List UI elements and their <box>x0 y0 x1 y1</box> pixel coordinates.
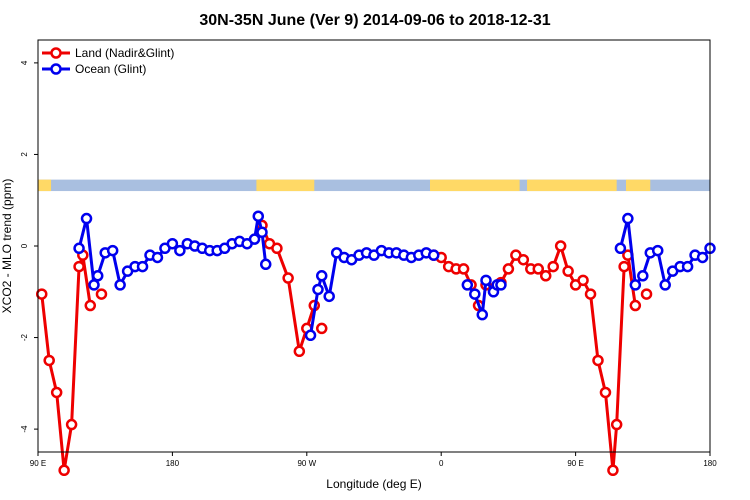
data-point-land <box>629 299 642 312</box>
y-axis-label: XCO2 - MLO trend (ppm) <box>0 179 14 314</box>
data-point-land <box>293 345 306 358</box>
data-point-ocean <box>248 233 261 245</box>
series-line-land-6 <box>499 244 626 472</box>
data-point-ocean <box>495 279 507 291</box>
x-axis: 90 E 180 90 W 0 90 E 180 <box>30 452 717 468</box>
data-point-land <box>640 288 653 300</box>
data-point-ocean <box>259 258 272 271</box>
data-point-land <box>282 272 294 284</box>
data-point-land <box>532 263 545 275</box>
legend-marker-land <box>50 47 62 59</box>
data-point-land <box>457 263 470 275</box>
data-point-ocean <box>136 260 149 273</box>
data-point-land <box>610 418 623 431</box>
data-point-ocean <box>622 212 634 225</box>
data-point-land <box>271 242 283 255</box>
data-point-ocean <box>252 210 265 222</box>
x-tick-label: 180 <box>703 459 717 468</box>
data-point-land <box>65 418 78 431</box>
data-point-ocean <box>166 237 179 250</box>
y-tick-label: 4 <box>20 60 29 65</box>
data-point-land <box>73 260 85 273</box>
legend: Land (Nadir&Glint) Ocean (Glint) <box>42 46 174 76</box>
series-line-land-7 <box>626 254 637 306</box>
data-point-ocean <box>681 260 694 273</box>
data-point-ocean <box>323 290 335 303</box>
data-point-ocean <box>476 308 489 321</box>
data-point-land <box>554 240 567 252</box>
data-point-ocean <box>256 226 268 239</box>
data-point-land <box>35 288 48 300</box>
legend-item-land: Land (Nadir&Glint) <box>42 46 174 60</box>
x-axis-label: Longitude (deg E) <box>326 477 421 491</box>
data-point-land <box>43 354 55 367</box>
data-point-land <box>50 386 63 399</box>
data-point-ocean <box>696 251 709 264</box>
data-point-land <box>577 274 589 287</box>
y-tick-label: 2 <box>20 152 29 157</box>
legend-label-ocean: Ocean (Glint) <box>75 62 146 76</box>
data-point-ocean <box>114 279 126 291</box>
data-point-land <box>592 354 604 367</box>
data-point-ocean <box>637 270 649 282</box>
data-point-ocean <box>91 270 104 282</box>
series-layer <box>35 210 716 477</box>
data-point-land <box>547 260 559 273</box>
data-point-ocean <box>480 274 492 287</box>
y-axis: -4 -2 0 2 4 <box>20 60 38 433</box>
data-point-land <box>618 260 630 273</box>
y-tick-label: -2 <box>20 333 29 341</box>
legend-item-ocean: Ocean (Glint) <box>42 62 146 76</box>
data-point-ocean <box>304 329 317 342</box>
y-tick-label: 0 <box>20 243 29 248</box>
strip-land-band-0 <box>38 179 52 192</box>
data-point-ocean <box>174 244 186 257</box>
data-point-ocean <box>106 244 119 257</box>
data-point-land <box>607 464 619 477</box>
data-point-ocean <box>312 283 324 296</box>
data-point-land <box>95 288 108 300</box>
x-tick-label: 180 <box>166 459 180 468</box>
x-tick-label: 0 <box>439 459 444 468</box>
data-point-land <box>84 299 97 312</box>
land-mask-strip <box>38 179 710 192</box>
data-point-land <box>599 386 612 399</box>
legend-marker-ocean <box>50 63 62 75</box>
strip-land-band-3 <box>527 179 617 192</box>
data-point-ocean <box>614 242 627 255</box>
data-point-ocean <box>659 279 671 291</box>
data-point-ocean <box>151 251 164 264</box>
strip-land-band-1 <box>256 179 315 192</box>
x-tick-label: 90 E <box>30 459 46 468</box>
data-point-ocean <box>469 288 481 300</box>
strip-land-band-4 <box>626 179 651 192</box>
y-tick-label: -4 <box>20 425 29 433</box>
data-point-ocean <box>651 244 664 257</box>
x-tick-label: 90 W <box>297 459 316 468</box>
data-point-ocean <box>73 242 85 255</box>
data-point-land <box>517 253 530 266</box>
data-point-ocean <box>88 279 100 291</box>
data-point-ocean <box>629 279 642 291</box>
legend-label-land: Land (Nadir&Glint) <box>75 46 174 60</box>
data-point-ocean <box>427 249 440 261</box>
data-point-ocean <box>315 270 328 282</box>
data-point-land <box>58 464 70 477</box>
data-point-land <box>539 270 552 282</box>
data-point-land <box>562 265 574 277</box>
strip-land-band-2 <box>430 179 520 192</box>
data-point-ocean <box>80 212 93 225</box>
x-tick-label: 90 E <box>567 459 583 468</box>
data-point-land <box>584 288 597 300</box>
strip-ocean-band <box>38 179 710 192</box>
data-point-ocean <box>461 279 474 291</box>
data-point-land <box>502 263 515 275</box>
chart-title: 30N-35N June (Ver 9) 2014-09-06 to 2018-… <box>199 12 550 29</box>
data-point-land <box>315 322 328 335</box>
